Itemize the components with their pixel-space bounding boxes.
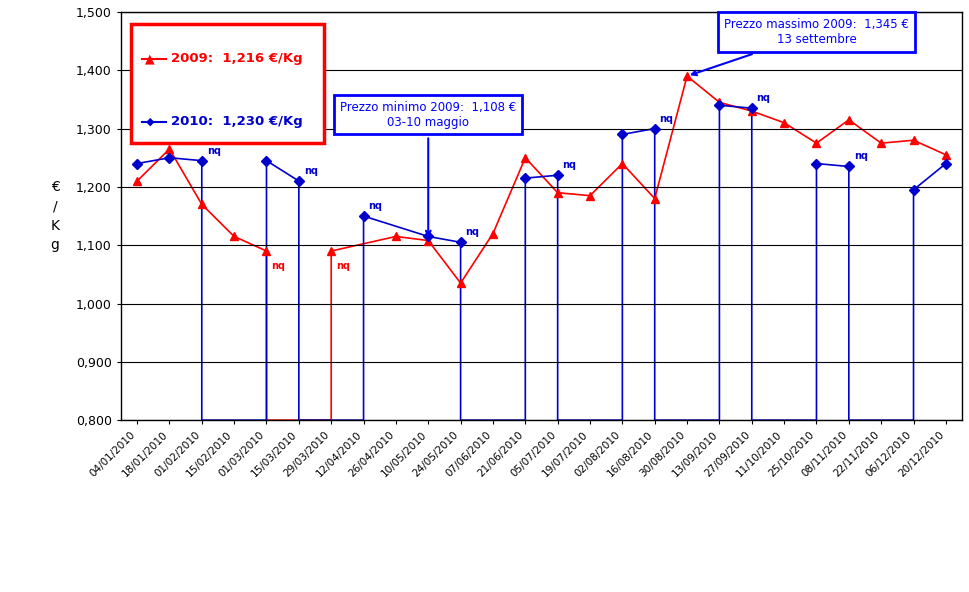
Text: nq: nq <box>757 93 770 103</box>
Text: Prezzo massimo 2009:  1,345 €
13 settembre: Prezzo massimo 2009: 1,345 € 13 settembr… <box>692 18 909 75</box>
Text: nq: nq <box>660 114 673 124</box>
Text: Prezzo minimo 2009:  1,108 €
03-10 maggio: Prezzo minimo 2009: 1,108 € 03-10 maggio <box>340 101 516 236</box>
Text: ▲: ▲ <box>145 52 155 65</box>
Text: nq: nq <box>368 201 383 211</box>
Text: nq: nq <box>563 160 577 170</box>
Text: ◆: ◆ <box>145 117 154 127</box>
Text: nq: nq <box>336 260 350 271</box>
Text: nq: nq <box>271 260 285 271</box>
Text: nq: nq <box>854 152 867 162</box>
Y-axis label: €
/
K
g: € / K g <box>50 180 59 252</box>
Text: nq: nq <box>465 227 480 237</box>
Text: 2009:  1,216 €/Kg: 2009: 1,216 €/Kg <box>172 52 303 65</box>
Text: 2010:  1,230 €/Kg: 2010: 1,230 €/Kg <box>172 115 303 128</box>
Text: nq: nq <box>303 166 318 176</box>
Text: nq: nq <box>206 146 221 156</box>
